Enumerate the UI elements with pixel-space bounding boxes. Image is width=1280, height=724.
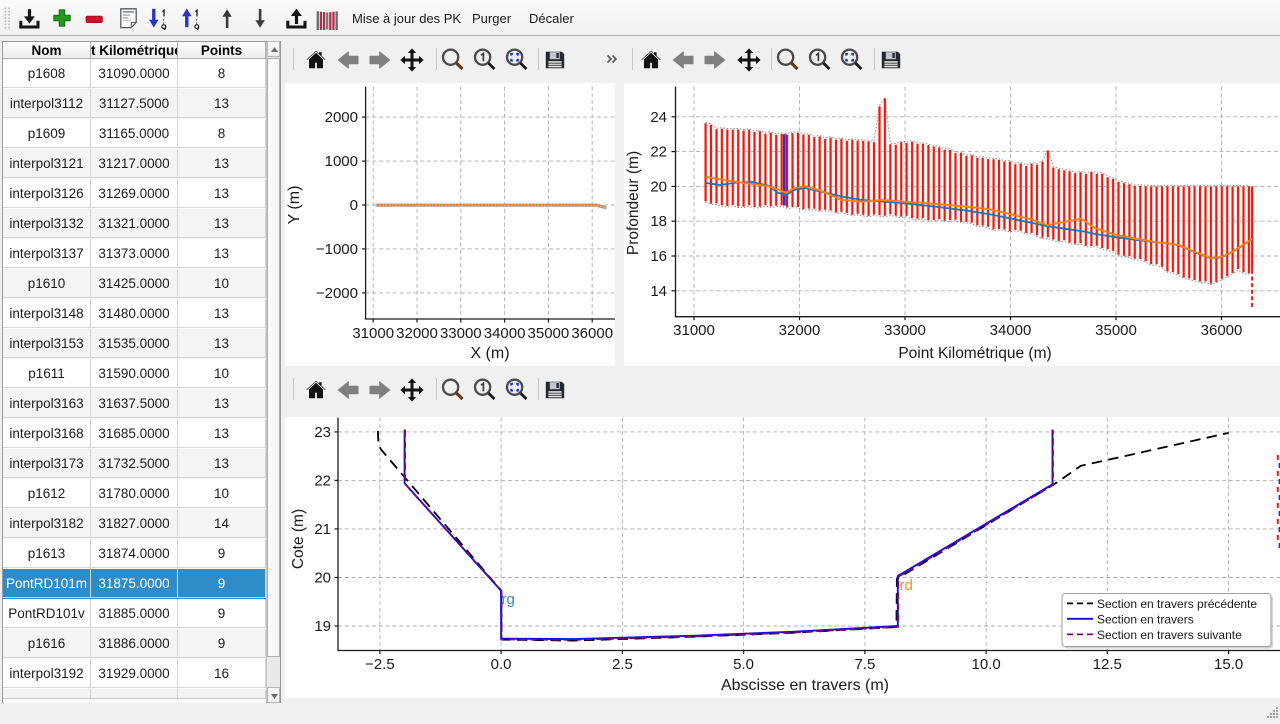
svg-text:34000: 34000 — [990, 322, 1032, 339]
svg-text:X (m): X (m) — [470, 345, 509, 362]
svg-text:2.5: 2.5 — [612, 656, 633, 673]
svg-text:18: 18 — [650, 213, 667, 230]
svg-text:35000: 35000 — [528, 325, 570, 342]
svg-text:Profondeur (m): Profondeur (m) — [625, 151, 642, 255]
svg-text:20: 20 — [314, 570, 331, 587]
svg-text:32000: 32000 — [779, 322, 821, 339]
svg-text:33000: 33000 — [884, 322, 926, 339]
svg-text:Point Kilométrique (m): Point Kilométrique (m) — [898, 345, 1051, 362]
svg-text:31000: 31000 — [673, 322, 715, 339]
svg-text:22: 22 — [650, 144, 667, 161]
svg-text:22: 22 — [314, 472, 331, 489]
svg-text:19: 19 — [314, 618, 331, 635]
svg-text:rg: rg — [502, 591, 515, 608]
svg-text:34000: 34000 — [484, 325, 526, 342]
svg-text:rd: rd — [900, 577, 913, 594]
svg-text:1000: 1000 — [325, 153, 358, 170]
svg-text:0.0: 0.0 — [491, 656, 512, 673]
svg-text:21: 21 — [314, 521, 331, 538]
svg-text:10.0: 10.0 — [971, 656, 1000, 673]
svg-text:16: 16 — [650, 248, 667, 265]
svg-text:20: 20 — [650, 178, 667, 195]
svg-text:Cote (m): Cote (m) — [290, 509, 307, 569]
svg-text:2000: 2000 — [325, 109, 358, 126]
svg-text:0: 0 — [350, 197, 358, 214]
svg-text:5.0: 5.0 — [733, 656, 754, 673]
svg-text:24: 24 — [650, 109, 667, 126]
svg-text:Section en travers: Section en travers — [1097, 612, 1194, 626]
svg-text:−2.5: −2.5 — [365, 656, 395, 673]
svg-text:23: 23 — [314, 424, 331, 441]
svg-text:−1000: −1000 — [316, 241, 358, 258]
svg-text:32000: 32000 — [396, 325, 438, 342]
svg-text:12.5: 12.5 — [1093, 656, 1122, 673]
svg-text:36000: 36000 — [1201, 322, 1243, 339]
svg-text:31000: 31000 — [352, 325, 394, 342]
svg-text:15.0: 15.0 — [1214, 656, 1243, 673]
svg-text:14: 14 — [650, 283, 667, 300]
svg-text:36000: 36000 — [571, 325, 613, 342]
svg-text:35000: 35000 — [1095, 322, 1137, 339]
svg-text:−2000: −2000 — [316, 285, 358, 302]
svg-text:Section en travers précédente: Section en travers précédente — [1097, 597, 1257, 611]
svg-text:Y (m): Y (m) — [286, 186, 303, 225]
svg-text:Section en travers suivante: Section en travers suivante — [1097, 628, 1242, 642]
svg-text:Abscisse en travers (m): Abscisse en travers (m) — [721, 677, 889, 694]
svg-text:33000: 33000 — [440, 325, 482, 342]
svg-text:7.5: 7.5 — [854, 656, 875, 673]
